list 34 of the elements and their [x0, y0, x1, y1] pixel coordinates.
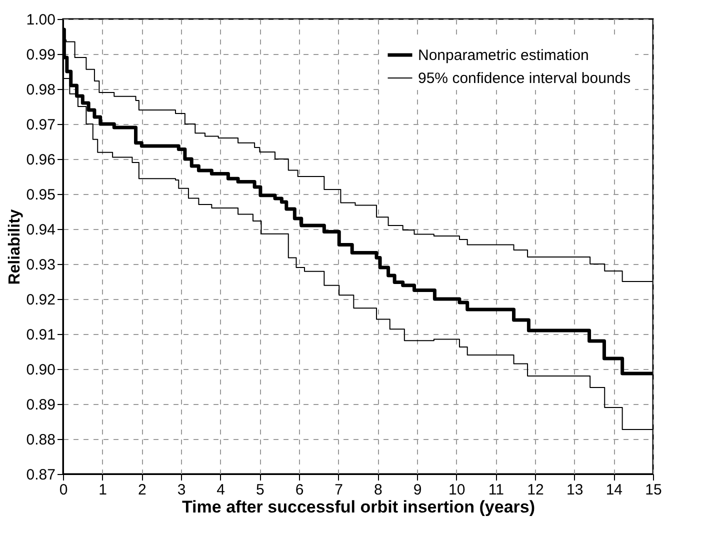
x-tick-label: 2	[138, 482, 146, 498]
legend-label: Nonparametric estimation	[418, 47, 589, 64]
x-tick-label: 10	[448, 482, 466, 498]
x-tick-label: 12	[527, 482, 544, 498]
y-tick-label: 0.89	[26, 396, 56, 414]
y-tick-label: 0.90	[26, 362, 56, 378]
y-tick-label: 0.97	[26, 116, 56, 134]
y-axis-title: Reliability	[6, 209, 24, 285]
x-tick-label: 11	[488, 482, 504, 498]
x-tick-label: 3	[177, 482, 186, 498]
y-tick-label: 0.96	[26, 152, 56, 168]
y-tick-label: 0.99	[26, 46, 56, 64]
x-tick-label: 4	[216, 482, 226, 498]
x-tick-label: 9	[413, 482, 422, 498]
y-tick-label: 0.88	[26, 432, 56, 448]
y-tick-label: 0.93	[26, 256, 56, 274]
y-tick-label: 0.87	[26, 466, 56, 484]
y-tick-label: 0.91	[26, 326, 56, 344]
x-tick-label: 15	[645, 482, 662, 498]
y-tick-label: 0.98	[26, 82, 56, 98]
x-tick-label: 7	[334, 482, 344, 498]
x-tick-label: 14	[606, 482, 623, 498]
y-tick-label: 0.94	[26, 222, 56, 238]
y-tick-label: 0.95	[26, 186, 56, 204]
x-tick-label: 1	[98, 482, 108, 498]
x-tick-label: 0	[59, 482, 68, 498]
y-tick-label: 1.00	[26, 12, 56, 28]
legend-label: 95% confidence interval bounds	[418, 70, 631, 87]
x-tick-label: 6	[295, 482, 304, 498]
x-tick-label: 13	[566, 482, 584, 498]
x-axis-title: Time after successful orbit insertion (years)	[182, 498, 536, 516]
y-tick-label: 0.92	[26, 292, 56, 308]
x-tick-label: 5	[256, 482, 264, 498]
x-tick-label: 8	[374, 482, 382, 498]
